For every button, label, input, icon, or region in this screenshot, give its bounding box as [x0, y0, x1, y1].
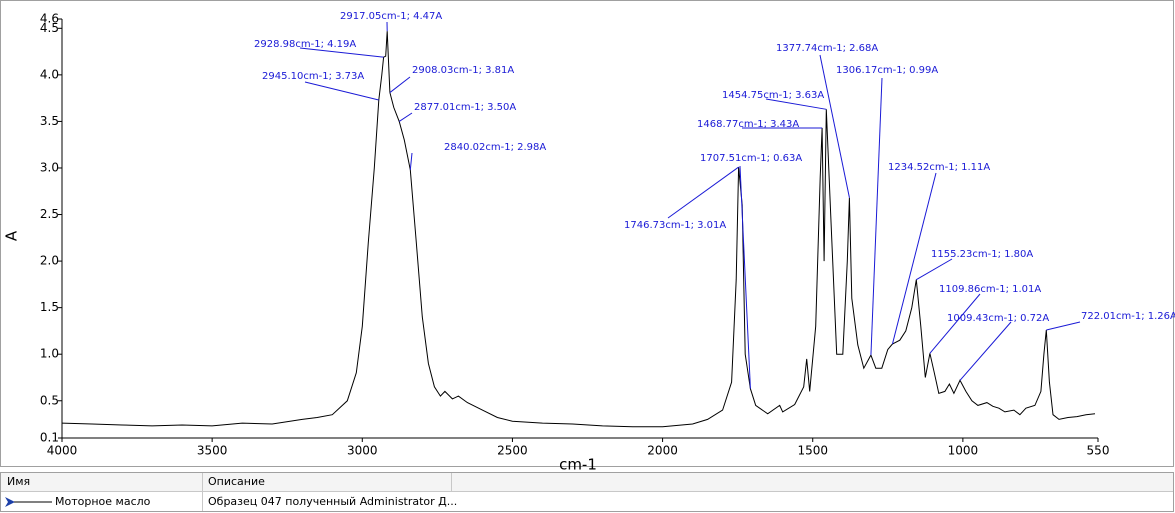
- annotation-leader: [765, 98, 827, 110]
- annotation-leader: [959, 321, 1012, 381]
- y-tick-label: 3.0: [40, 160, 59, 174]
- table-cell: Образец 047 полученный Administrator Д..…: [208, 495, 457, 508]
- y-tick-label: 0.5: [40, 393, 59, 407]
- header-cell: Описание: [208, 475, 265, 488]
- annotation-leader: [916, 258, 953, 281]
- annotation-label: 1377.74cm-1; 2.68A: [776, 43, 878, 54]
- x-tick-label: 550: [1087, 444, 1110, 458]
- y-tick-label: 4.5: [40, 21, 59, 35]
- y-tick-label: 4.0: [40, 67, 59, 81]
- y-tick-label: 1.5: [40, 300, 59, 314]
- annotation-label: 1306.17cm-1; 0.99A: [836, 65, 938, 76]
- y-tick-label: 0.1: [40, 431, 59, 445]
- y-tick-label: 4.6: [40, 12, 59, 26]
- annotation-label: 2945.10cm-1; 3.73A: [262, 71, 364, 82]
- y-tick-label: 3.5: [40, 114, 59, 128]
- y-tick-label: 1.0: [40, 347, 59, 361]
- annotation-leader: [304, 81, 379, 101]
- y-axis-label: A: [3, 230, 21, 241]
- annotation-leader: [667, 166, 739, 219]
- x-tick-label: 3000: [347, 444, 378, 458]
- row-icon: [5, 497, 15, 507]
- annotation-leader: [870, 77, 883, 356]
- spectrum-line: [61, 31, 1096, 428]
- annotation-leader: [739, 165, 751, 389]
- x-tick-label: 4000: [47, 444, 78, 458]
- annotation-leader: [819, 54, 850, 198]
- annotation-label: 1155.23cm-1; 1.80A: [931, 249, 1033, 260]
- annotation-leader: [389, 76, 411, 93]
- annotation-label: 1234.52cm-1; 1.11A: [888, 162, 990, 173]
- legend-entry[interactable]: Моторное масло: [55, 495, 151, 508]
- annotation-leader: [299, 47, 384, 58]
- x-tick-label: 1500: [797, 444, 828, 458]
- annotation-leader: [398, 112, 413, 122]
- annotation-label: 1009.43cm-1; 0.72A: [947, 313, 1049, 324]
- annotation-leader: [1046, 321, 1081, 331]
- annotation-label: 1746.73cm-1; 3.01A: [624, 220, 726, 231]
- y-tick-label: 2.0: [40, 254, 59, 268]
- annotation-label: 2917.05cm-1; 4.47A: [340, 11, 442, 22]
- annotation-label: 2928.98cm-1; 4.19A: [254, 39, 356, 50]
- annotation-label: 1468.77cm-1; 3.43A: [697, 119, 799, 130]
- x-axis-label: cm-1: [559, 456, 597, 474]
- x-tick-label: 2500: [497, 444, 528, 458]
- y-tick-label: 2.5: [40, 207, 59, 221]
- annotation-leader: [929, 293, 981, 354]
- annotation-leader: [891, 172, 937, 345]
- annotation-label: 2840.02cm-1; 2.98A: [444, 142, 546, 153]
- x-tick-label: 3500: [197, 444, 228, 458]
- annotation-label: 2908.03cm-1; 3.81A: [412, 65, 514, 76]
- x-tick-label: 1000: [948, 444, 979, 458]
- chart-frame: [0, 0, 1174, 467]
- annotation-label: 1109.86cm-1; 1.01A: [939, 284, 1041, 295]
- annotation-label: 722.01cm-1; 1.26A: [1081, 311, 1175, 322]
- header-cell: Имя: [7, 475, 30, 488]
- annotation-label: 1707.51cm-1; 0.63A: [700, 153, 802, 164]
- x-tick-label: 2000: [647, 444, 678, 458]
- annotation-label: 2877.01cm-1; 3.50A: [414, 102, 516, 113]
- annotation-leader: [409, 152, 413, 170]
- table-header: [1, 473, 1173, 491]
- annotation-label: 1454.75cm-1; 3.63A: [722, 90, 824, 101]
